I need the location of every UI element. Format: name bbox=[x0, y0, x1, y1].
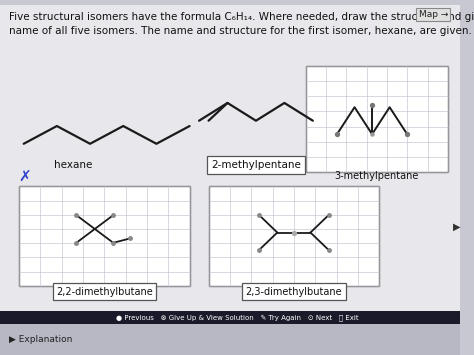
Bar bbox=[19, 186, 190, 286]
Text: ● Previous   ⊗ Give Up & View Solution   ✎ Try Again   ⊙ Next   ⬛ Exit: ● Previous ⊗ Give Up & View Solution ✎ T… bbox=[116, 315, 358, 321]
Bar bbox=[306, 66, 448, 172]
Text: ✗: ✗ bbox=[18, 170, 31, 185]
Text: Map →: Map → bbox=[419, 10, 448, 19]
Text: hexane: hexane bbox=[55, 160, 92, 170]
Bar bbox=[209, 186, 379, 286]
Text: 3-methylpentane: 3-methylpentane bbox=[335, 171, 419, 181]
Text: 2,3-dimethylbutane: 2,3-dimethylbutane bbox=[246, 287, 342, 297]
Text: 2,2-dimethylbutane: 2,2-dimethylbutane bbox=[56, 287, 153, 297]
Text: Five structural isomers have the formula C₆H₁₄. Where needed, draw the structure: Five structural isomers have the formula… bbox=[9, 12, 474, 36]
Text: 2-methylpentane: 2-methylpentane bbox=[211, 160, 301, 170]
Text: ▶: ▶ bbox=[453, 222, 460, 232]
Bar bbox=[0, 324, 460, 355]
Bar bbox=[0, 5, 460, 323]
Bar bbox=[0, 311, 460, 325]
Text: ▶ Explanation: ▶ Explanation bbox=[9, 335, 73, 344]
